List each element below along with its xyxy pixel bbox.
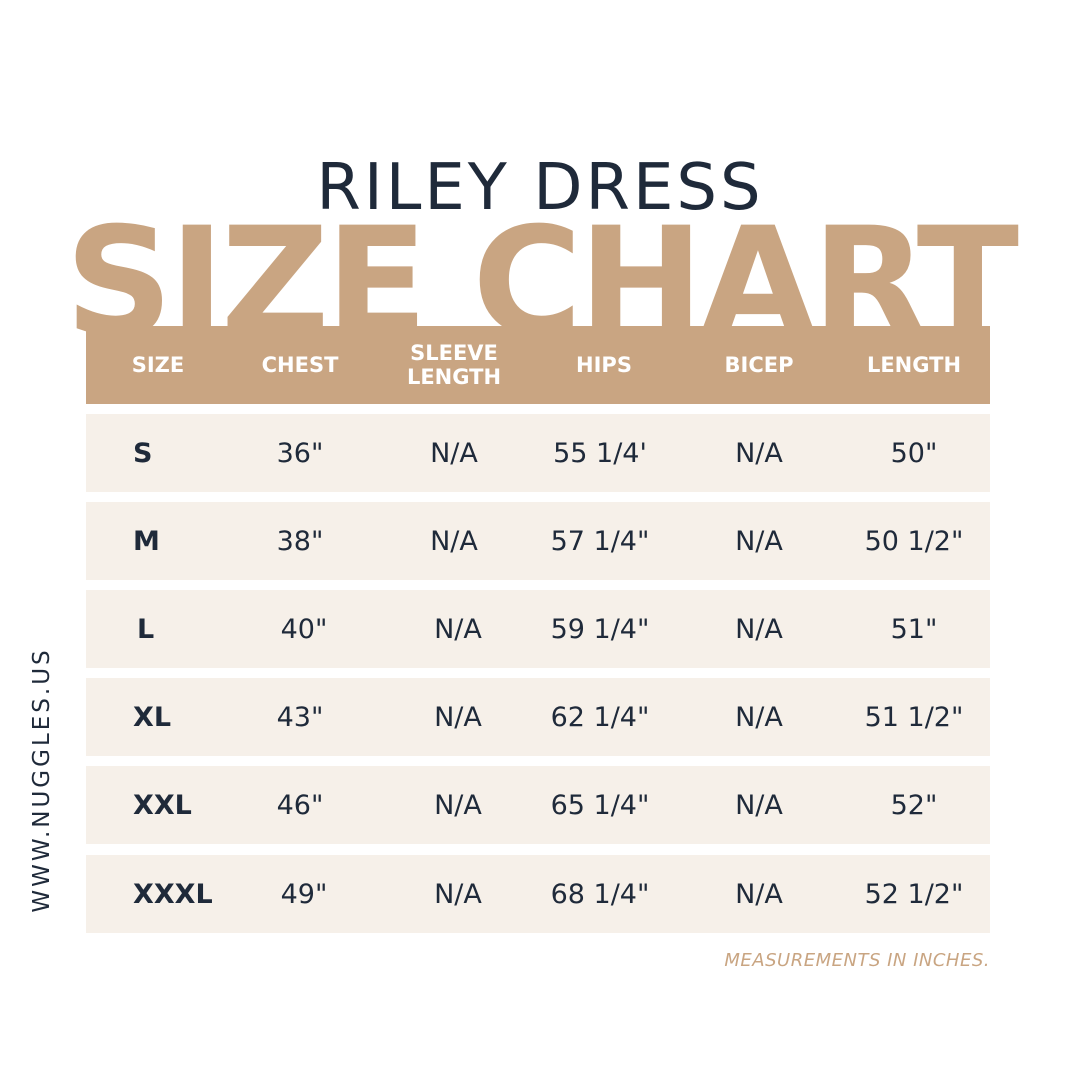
table-row: XXXL 49" N/A 68 1/4" N/A 52 1/2" (86, 855, 990, 933)
header-chest: CHEST (261, 353, 339, 377)
cell-size: XXXL (133, 878, 213, 910)
header-bicep: BICEP (724, 353, 794, 377)
header-hips: HIPS (576, 353, 632, 377)
cell-size: XXL (133, 789, 192, 821)
cell-chest: 38" (276, 525, 324, 557)
cell-size: S (133, 437, 153, 469)
cell-chest: 49" (280, 878, 328, 910)
header-length: LENGTH (866, 353, 962, 377)
cell-bicep: N/A (735, 701, 783, 733)
cell-bicep: N/A (735, 878, 783, 910)
cell-hips: 57 1/4" (550, 525, 650, 557)
cell-chest: 40" (280, 613, 328, 645)
cell-length: 50 1/2" (864, 525, 964, 557)
cell-sleeve-length: N/A (434, 701, 482, 733)
cell-length: 51" (890, 613, 938, 645)
cell-sleeve-length: N/A (430, 437, 478, 469)
cell-sleeve-length: N/A (434, 789, 482, 821)
table-row: XL 43" N/A 62 1/4" N/A 51 1/2" (86, 678, 990, 756)
cell-hips: 62 1/4" (550, 701, 650, 733)
cell-length: 52" (890, 789, 938, 821)
cell-bicep: N/A (735, 789, 783, 821)
cell-bicep: N/A (735, 613, 783, 645)
cell-chest: 43" (276, 701, 324, 733)
size-chart-heading: SIZE CHART (64, 198, 1019, 333)
cell-hips: 68 1/4" (550, 878, 650, 910)
cell-chest: 46" (276, 789, 324, 821)
cell-length: 52 1/2" (864, 878, 964, 910)
dress-name-title: RILEY DRESS (316, 151, 764, 225)
cell-sleeve-length: N/A (434, 878, 482, 910)
cell-hips: 55 1/4' (553, 437, 647, 469)
cell-chest: 36" (276, 437, 324, 469)
header-sleeve-length: SLEEVE LENGTH (406, 341, 502, 389)
cell-sleeve-length: N/A (434, 613, 482, 645)
table-row: M 38" N/A 57 1/4" N/A 50 1/2" (86, 502, 990, 580)
cell-size: M (133, 525, 160, 557)
table-row: L 40" N/A 59 1/4" N/A 51" (86, 590, 990, 668)
table-row: XXL 46" N/A 65 1/4" N/A 52" (86, 766, 990, 844)
measurements-note: MEASUREMENTS IN INCHES. (724, 950, 990, 971)
cell-sleeve-length: N/A (430, 525, 478, 557)
cell-size: L (137, 613, 155, 645)
cell-size: XL (133, 701, 172, 733)
cell-hips: 59 1/4" (550, 613, 650, 645)
header-size: SIZE (131, 353, 185, 377)
cell-bicep: N/A (735, 437, 783, 469)
cell-hips: 65 1/4" (550, 789, 650, 821)
cell-bicep: N/A (735, 525, 783, 557)
cell-length: 51 1/2" (864, 701, 964, 733)
table-row: S 36" N/A 55 1/4' N/A 50" (86, 414, 990, 492)
website-url: WWW.NUGGLES.US (29, 647, 55, 913)
cell-length: 50" (890, 437, 938, 469)
table-header: SIZE CHEST SLEEVE LENGTH HIPS BICEP LENGT… (86, 326, 990, 404)
